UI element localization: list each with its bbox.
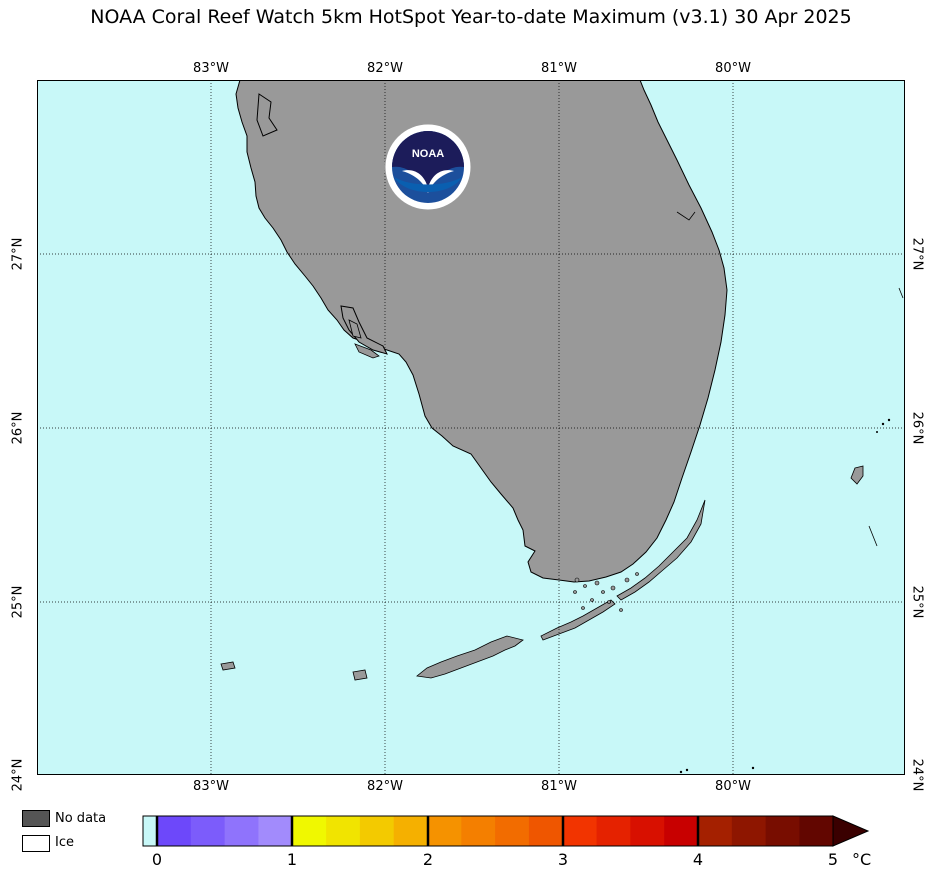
lon-tick-top-82w: 82°W <box>367 61 403 76</box>
lat-tick-left-25n: 25°N <box>10 585 26 619</box>
colorbar-cell <box>292 816 327 846</box>
colorbar-cell <box>157 816 192 846</box>
florida-landmass <box>235 80 728 583</box>
colorbar-dividers <box>155 816 700 846</box>
colorbar-cells <box>143 816 834 846</box>
lat-tick-right-26n: 26°N <box>909 411 925 445</box>
sanibel-island <box>354 343 380 359</box>
bahamas-bimini <box>850 465 864 485</box>
colorbar-cell <box>731 816 767 846</box>
lon-tick-bottom-81w: 81°W <box>541 779 577 794</box>
colorbar-cell <box>427 816 462 846</box>
bahamas-cay-sal <box>868 525 878 547</box>
lat-tick-right-27n: 27°N <box>909 237 925 271</box>
upper-keys <box>616 499 706 601</box>
colorbar-cell <box>799 816 834 846</box>
colorbar-tick-2: 2 <box>422 850 434 869</box>
colorbar <box>142 815 870 847</box>
key-west <box>352 669 368 681</box>
map-title: NOAA Coral Reef Watch 5km HotSpot Year-t… <box>90 6 852 28</box>
no-data-swatch <box>22 810 50 827</box>
east-coast-inlet <box>676 211 696 221</box>
colorbar-cell <box>461 816 496 846</box>
lon-tick-top-83w: 83°W <box>193 61 229 76</box>
florida-bay-islands <box>573 572 639 612</box>
colorbar-cell <box>765 816 800 846</box>
colorbar-tick-1: 1 <box>286 850 298 869</box>
pine-island <box>348 319 362 339</box>
map-canvas[interactable]: NOAA <box>37 80 905 775</box>
colorbar-frame <box>142 815 834 847</box>
colorbar-cell <box>326 816 361 846</box>
colorbar-cell <box>495 816 530 846</box>
lon-tick-top-80w: 80°W <box>715 61 751 76</box>
colorbar-cell <box>143 816 157 846</box>
lon-tick-bottom-80w: 80°W <box>715 779 751 794</box>
colorbar-cell <box>258 816 293 846</box>
lat-tick-left-26n: 26°N <box>10 411 26 445</box>
tampa-bay-coast <box>256 93 278 137</box>
middle-keys <box>540 599 616 641</box>
colorbar-cell <box>630 816 665 846</box>
marquesas-keys <box>220 661 236 671</box>
noaa-logo: NOAA <box>384 123 472 211</box>
gridlines <box>37 80 905 775</box>
lon-tick-top-81w: 81°W <box>541 61 577 76</box>
ice-swatch <box>22 835 50 852</box>
charlotte-harbor-island <box>340 305 388 355</box>
lon-tick-bottom-83w: 83°W <box>193 779 229 794</box>
colorbar-cell <box>359 816 395 846</box>
bahamas-dots <box>679 418 891 774</box>
colorbar-extend-arrow <box>832 815 870 847</box>
ice-label: Ice <box>55 835 74 850</box>
bahamas-north <box>898 287 904 299</box>
colorbar-unit: °C <box>852 850 872 869</box>
colorbar-cell <box>528 816 564 846</box>
lat-tick-right-24n: 24°N <box>909 758 925 792</box>
noaa-logo-text: NOAA <box>412 148 444 160</box>
colorbar-cell <box>596 816 631 846</box>
no-data-label: No data <box>55 811 107 826</box>
colorbar-tick-3: 3 <box>557 850 569 869</box>
colorbar-cell <box>664 816 699 846</box>
lon-tick-bottom-82w: 82°W <box>367 779 403 794</box>
map-frame <box>37 80 905 775</box>
lat-tick-left-24n: 24°N <box>10 758 26 792</box>
colorbar-tick-0: 0 <box>151 850 163 869</box>
colorbar-cell <box>224 816 259 846</box>
colorbar-cell <box>190 816 226 846</box>
colorbar-cell <box>393 816 428 846</box>
colorbar-cell <box>562 816 598 846</box>
lower-keys <box>416 635 524 679</box>
colorbar-cell <box>698 816 733 846</box>
lat-tick-right-25n: 25°N <box>909 585 925 619</box>
colorbar-tick-5: 5 <box>827 850 839 869</box>
colorbar-tick-4: 4 <box>692 850 704 869</box>
lat-tick-left-27n: 27°N <box>10 237 26 271</box>
